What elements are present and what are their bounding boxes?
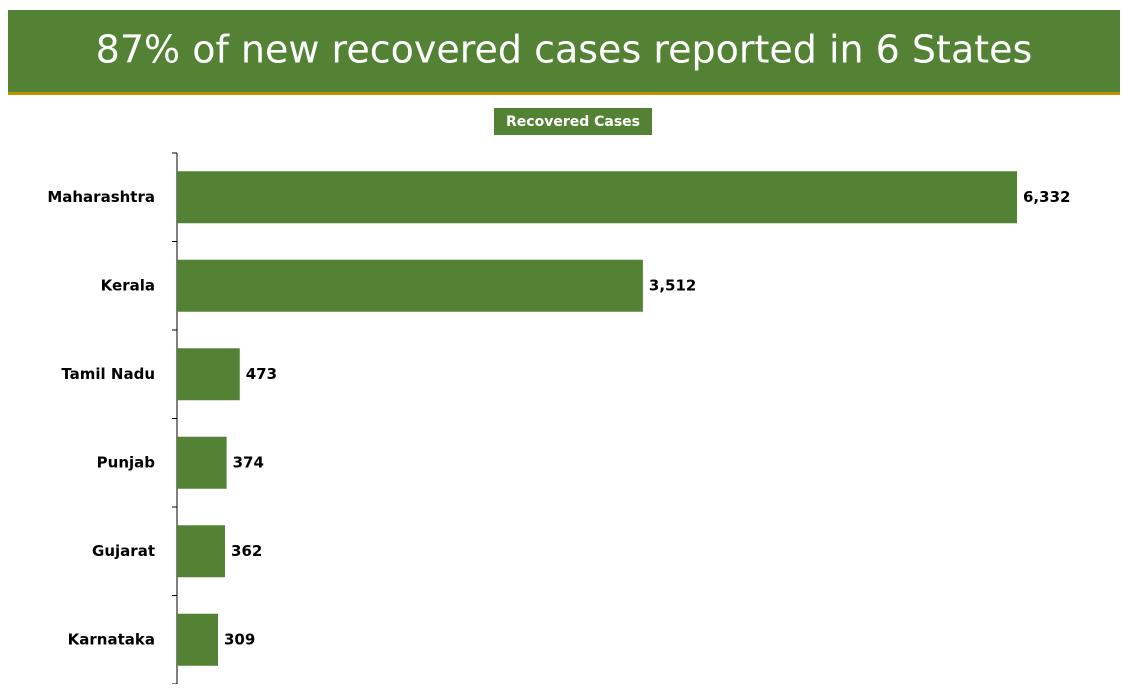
bar-value-label: 3,512 [649, 276, 696, 294]
y-tick-label: Gujarat [92, 542, 155, 560]
bar-value-label: 6,332 [1023, 188, 1070, 206]
bar [177, 259, 643, 312]
legend-label: Recovered Cases [506, 114, 640, 130]
bar-value-label: 309 [224, 630, 255, 648]
bar [177, 171, 1017, 224]
y-tick-label: Tamil Nadu [61, 365, 155, 383]
title-banner [8, 10, 1120, 92]
y-tick-label: Maharashtra [47, 188, 155, 206]
bar-value-label: 362 [231, 542, 262, 560]
bar [177, 436, 227, 489]
chart-title: 87% of new recovered cases reported in 6… [96, 28, 1033, 72]
bar [177, 348, 240, 401]
bar-value-label: 473 [246, 365, 277, 383]
title-underline [8, 92, 1120, 95]
bar [177, 613, 218, 666]
bar [177, 525, 226, 578]
y-tick-label: Karnataka [68, 630, 155, 648]
y-tick-label: Kerala [101, 276, 155, 294]
y-tick-label: Punjab [97, 453, 156, 471]
bar-value-label: 374 [233, 453, 264, 471]
legend-box [494, 108, 652, 135]
